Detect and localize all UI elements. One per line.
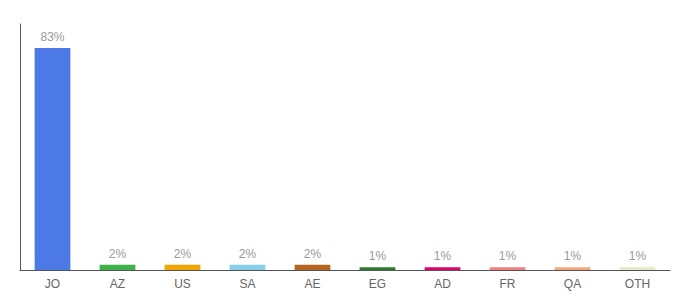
svg-text:2%: 2% — [174, 247, 192, 261]
svg-text:SA: SA — [239, 277, 255, 291]
svg-text:2%: 2% — [304, 247, 322, 261]
svg-text:JO: JO — [45, 277, 60, 291]
svg-text:QA: QA — [564, 277, 581, 291]
svg-text:1%: 1% — [564, 249, 582, 263]
svg-text:AD: AD — [434, 277, 451, 291]
svg-text:AZ: AZ — [110, 277, 125, 291]
svg-text:1%: 1% — [369, 249, 387, 263]
svg-text:US: US — [174, 277, 191, 291]
svg-text:FR: FR — [500, 277, 516, 291]
svg-text:OTH: OTH — [625, 277, 650, 291]
svg-text:1%: 1% — [629, 249, 647, 263]
svg-text:2%: 2% — [109, 247, 127, 261]
svg-text:1%: 1% — [499, 249, 517, 263]
svg-text:2%: 2% — [239, 247, 257, 261]
svg-text:83%: 83% — [40, 30, 64, 44]
svg-text:AE: AE — [304, 277, 320, 291]
svg-text:1%: 1% — [434, 249, 452, 263]
svg-text:EG: EG — [369, 277, 386, 291]
